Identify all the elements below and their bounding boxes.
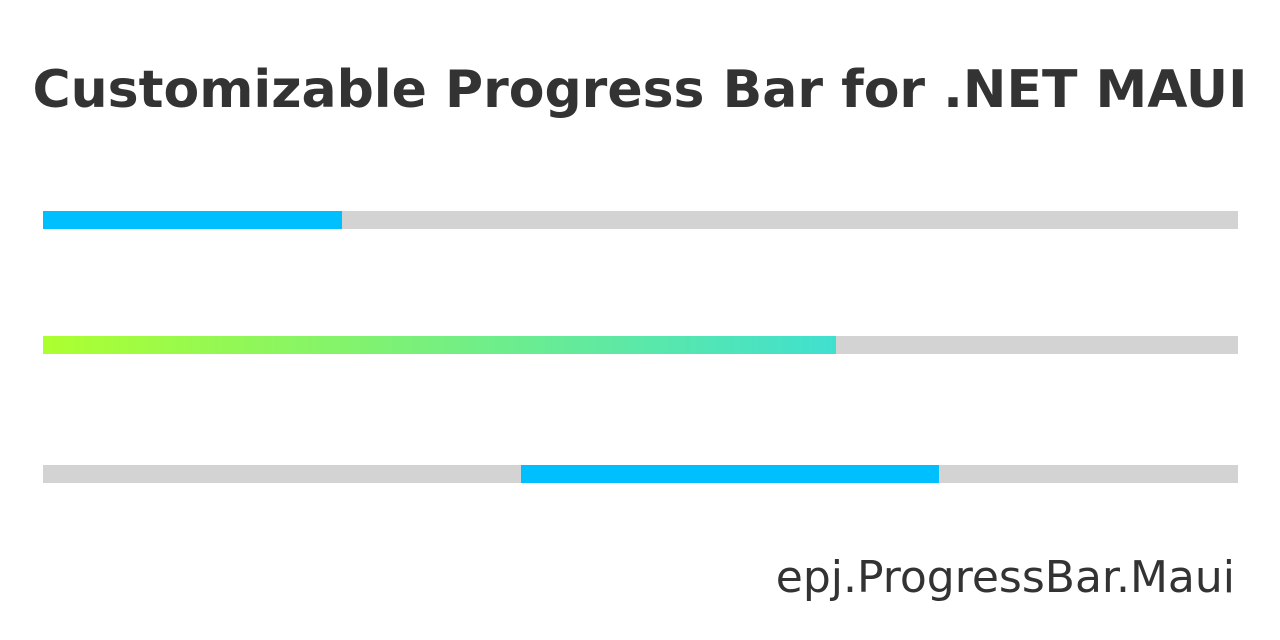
progress-fill-solid <box>43 211 342 229</box>
progress-fill-segment <box>521 465 940 483</box>
progress-fill-gradient <box>43 336 837 354</box>
progress-bar-solid <box>43 211 1238 229</box>
package-name: epj.ProgressBar.Maui <box>775 552 1235 603</box>
page-title: Customizable Progress Bar for .NET MAUI <box>32 60 1248 120</box>
progress-bar-gradient <box>43 336 1238 354</box>
progress-bar-indeterminate <box>43 465 1238 483</box>
